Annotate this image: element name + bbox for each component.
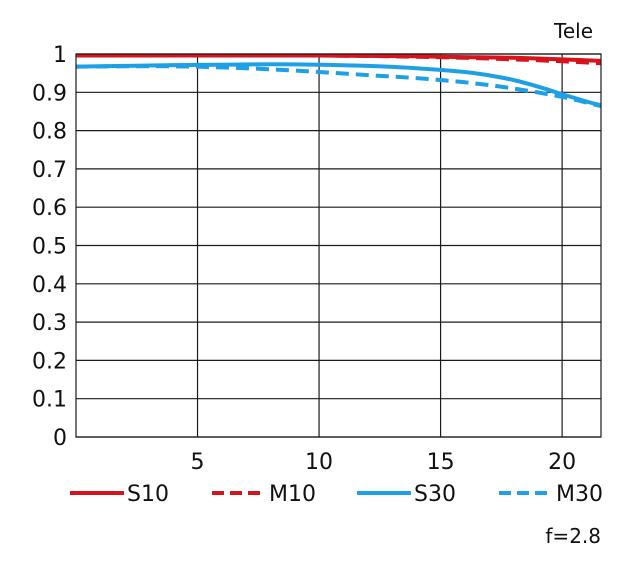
x-tick-label: 15: [427, 450, 455, 475]
plot-frame: [75, 53, 602, 438]
y-tick-label: 0: [53, 426, 67, 451]
x-axis-ticks: 5 10 15 20: [191, 450, 577, 475]
y-tick-label: 1: [53, 43, 67, 68]
legend-label-m10: M10: [269, 482, 316, 507]
aperture-annotation: f=2.8: [545, 524, 601, 548]
y-tick-label: 0.6: [32, 196, 67, 221]
series-line-s30: [75, 62, 602, 108]
legend: S10 M10 S30 M30: [70, 482, 603, 507]
series-lines: [75, 53, 602, 109]
y-tick-label: 0.4: [32, 273, 67, 298]
x-tick-label: 20: [548, 450, 576, 475]
y-tick-label: 0.7: [32, 158, 67, 183]
series-line-m30: [75, 64, 602, 109]
y-tick-label: 0.5: [32, 235, 67, 260]
y-tick-label: 0.3: [32, 311, 67, 336]
y-tick-label: 0.8: [32, 120, 67, 145]
legend-label-s30: S30: [414, 482, 456, 507]
series-line-m10: [76, 53, 602, 66]
y-axis-ticks: 0 0.1 0.2 0.3 0.4 0.5 0.6 0.7 0.8 0.9 1: [32, 43, 67, 451]
legend-label-m30: M30: [556, 482, 603, 507]
chart-title: Tele: [553, 19, 593, 43]
y-tick-label: 0.9: [32, 81, 67, 106]
grid: [76, 53, 601, 438]
x-tick-label: 10: [305, 450, 333, 475]
x-tick-label: 5: [191, 450, 205, 475]
y-tick-label: 0.1: [32, 388, 67, 413]
legend-label-s10: S10: [127, 482, 169, 507]
y-tick-label: 0.2: [32, 349, 67, 374]
